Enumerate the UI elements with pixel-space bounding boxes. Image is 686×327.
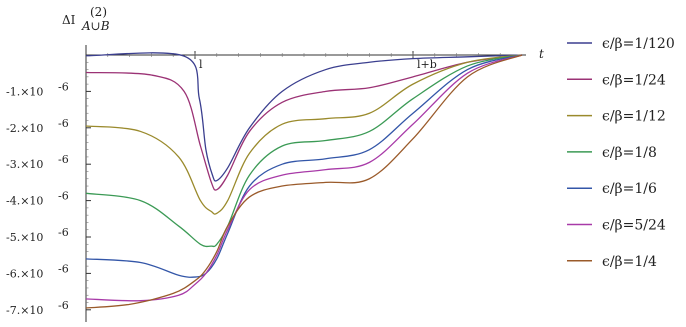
- legend-label-4: ϵ/β=1/6: [602, 181, 657, 197]
- y-tick-exp-6: -6: [58, 299, 69, 312]
- y-axis-label: ΔI: [62, 13, 76, 27]
- series-line-6: [85, 54, 523, 309]
- legend-label-5: ϵ/β=5/24: [602, 218, 666, 234]
- y-tick-label-6: -7.×10: [6, 304, 43, 317]
- series-line-3: [85, 54, 523, 248]
- y-tick-exp-3: -6: [58, 190, 69, 203]
- plot-area: ΔI (2)A∪B t l l+b -1.×10 -6 -2.×10 -6 -3.×10 -6 -4.…: [6, 5, 544, 322]
- series-line-2: [85, 54, 523, 215]
- y-tick-label-0: -1.×10: [6, 85, 43, 98]
- y-tick-exp-5: -6: [58, 262, 69, 275]
- y-axis-label-sup: (2): [90, 5, 107, 19]
- legend-label-1: ϵ/β=1/24: [602, 72, 666, 88]
- y-axis-label-sub: A∪B: [81, 19, 110, 33]
- series-line-1: [85, 54, 523, 191]
- legend-label-3: ϵ/β=1/8: [602, 145, 657, 161]
- legend-label-2: ϵ/β=1/12: [602, 109, 666, 125]
- y-tick-label-1: -2.×10: [6, 122, 43, 135]
- y-tick-exp-4: -6: [58, 226, 69, 239]
- x-tick-label-1: l+b: [417, 58, 437, 71]
- y-tick-label-5: -6.×10: [6, 267, 43, 280]
- y-tick-label-4: -5.×10: [6, 231, 43, 244]
- y-tick-label-2: -3.×10: [6, 158, 43, 171]
- x-axis-label: t: [539, 47, 544, 61]
- legend-label-0: ϵ/β=1/120: [602, 36, 675, 52]
- y-tick-exp-1: -6: [58, 117, 69, 130]
- y-tick-exp-2: -6: [58, 153, 69, 166]
- y-tick-exp-0: -6: [58, 80, 69, 93]
- y-tick-label-3: -4.×10: [6, 195, 43, 208]
- series-line-5: [85, 54, 523, 302]
- legend-label-6: ϵ/β=1/4: [602, 254, 657, 270]
- series-line-4: [85, 54, 523, 278]
- series-line-0: [85, 52, 523, 182]
- legend: ϵ/β=1/120 ϵ/β=1/24 ϵ/β=1/12 ϵ/β=1/8 ϵ/β=1/6 ϵ…: [567, 36, 675, 270]
- x-tick-label-0: l: [199, 58, 203, 71]
